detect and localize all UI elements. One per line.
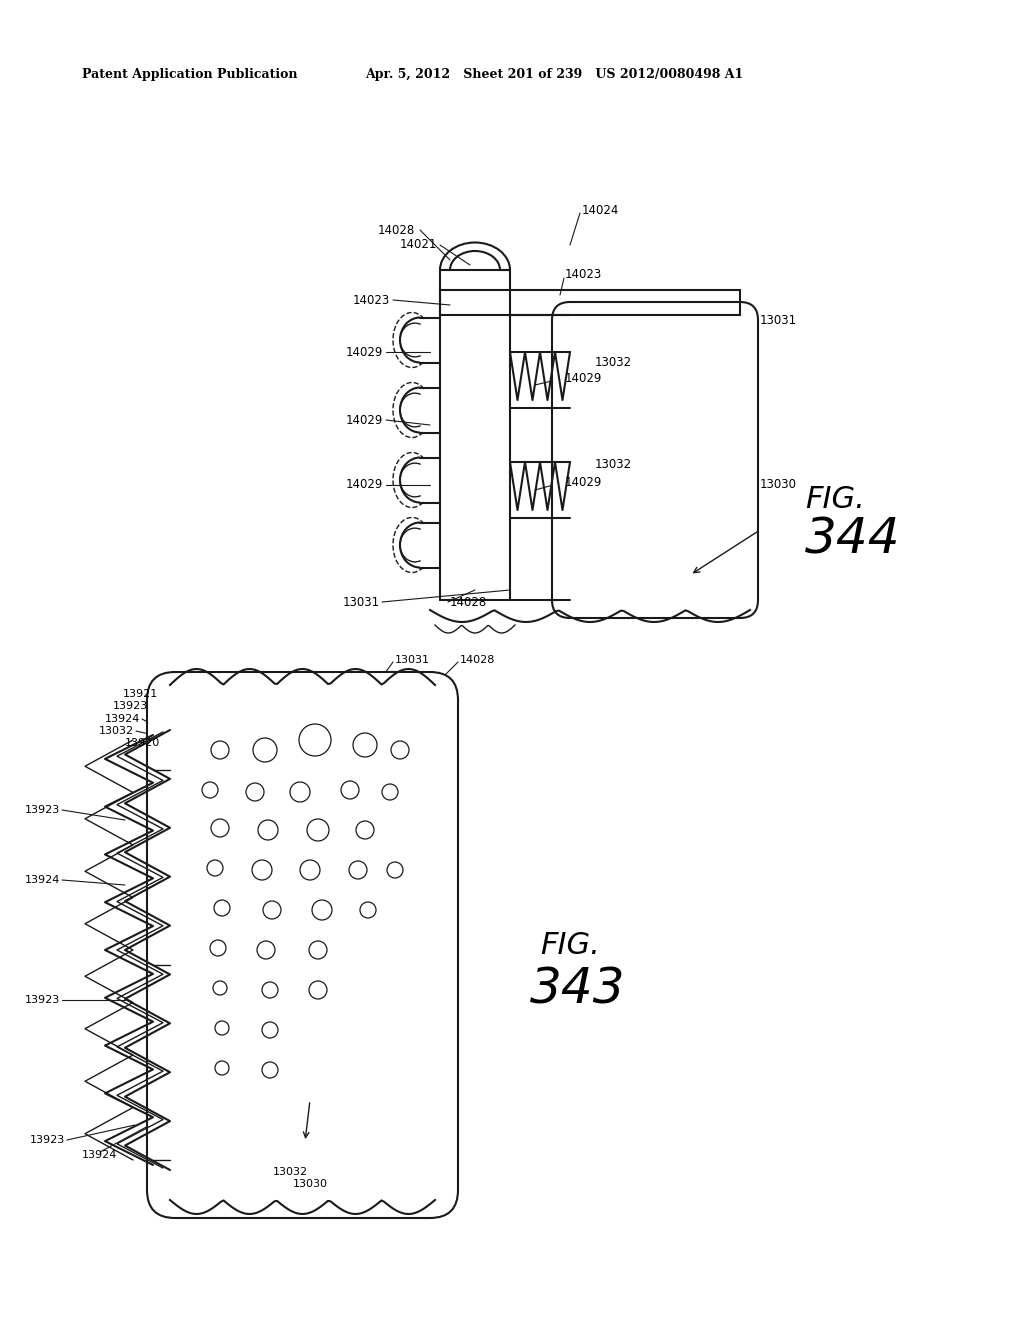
Text: FIG.: FIG. [805,486,865,515]
Text: 14029: 14029 [346,413,383,426]
Text: 13920: 13920 [125,738,160,748]
Text: 14029: 14029 [565,371,602,384]
FancyBboxPatch shape [552,302,758,618]
Text: 13032: 13032 [99,726,134,737]
Text: 14029: 14029 [565,475,602,488]
Text: 13923: 13923 [25,805,60,814]
Text: 14023: 14023 [565,268,602,281]
Text: 13032: 13032 [595,355,632,368]
Text: 13030: 13030 [293,1179,328,1189]
Text: 14021: 14021 [399,239,437,252]
Text: 13031: 13031 [760,314,797,326]
Text: 13031: 13031 [343,595,380,609]
Text: Patent Application Publication: Patent Application Publication [82,69,298,81]
FancyBboxPatch shape [147,672,458,1218]
Text: 13031: 13031 [395,655,430,665]
Text: 14028: 14028 [378,223,415,236]
Text: 13921: 13921 [123,689,158,700]
Text: 14028: 14028 [450,595,487,609]
Text: 13924: 13924 [25,875,60,884]
Text: 13032: 13032 [272,1167,307,1177]
Text: 13923: 13923 [113,701,148,711]
Text: 13924: 13924 [104,714,140,723]
Text: 14023: 14023 [352,293,390,306]
Text: 13030: 13030 [760,479,797,491]
Text: Apr. 5, 2012   Sheet 201 of 239   US 2012/0080498 A1: Apr. 5, 2012 Sheet 201 of 239 US 2012/00… [365,69,743,81]
Text: 13923: 13923 [25,995,60,1005]
Text: 14024: 14024 [582,203,620,216]
Text: 14029: 14029 [346,346,383,359]
Text: 13924: 13924 [82,1150,118,1160]
Text: 14029: 14029 [346,479,383,491]
Text: 344: 344 [805,516,901,564]
Text: 13923: 13923 [30,1135,65,1144]
Text: FIG.: FIG. [540,931,600,960]
Text: 13032: 13032 [595,458,632,471]
Text: 14028: 14028 [460,655,496,665]
Text: 343: 343 [530,966,626,1014]
